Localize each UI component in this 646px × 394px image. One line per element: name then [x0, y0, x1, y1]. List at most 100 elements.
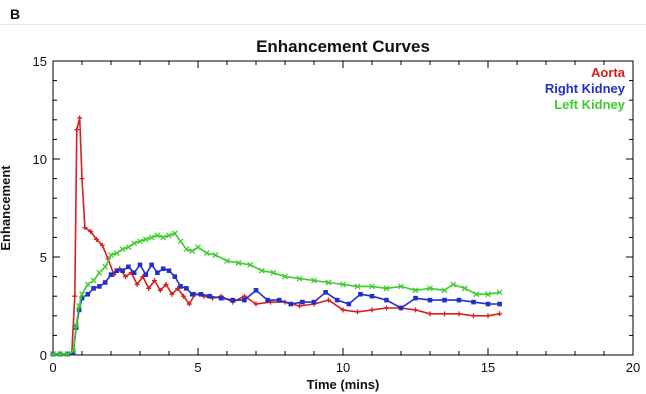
data-point-right-kidney	[456, 297, 462, 303]
x-axis-title: Time (mins)	[307, 377, 380, 392]
legend-entry-left-kidney: Left Kidney	[554, 97, 626, 112]
data-point-left-kidney	[90, 277, 97, 284]
data-point-aorta	[99, 242, 105, 248]
data-point-right-kidney	[346, 301, 352, 307]
data-point-left-kidney	[398, 283, 404, 290]
data-point-aorta	[157, 287, 163, 293]
legend-entry-right-kidney: Right Kidney	[545, 81, 626, 96]
chart-title: Enhancement Curves	[256, 37, 430, 56]
data-point-right-kidney	[384, 297, 389, 303]
data-point-left-kidney	[282, 273, 288, 280]
data-point-left-kidney	[142, 236, 149, 243]
data-point-aorta	[186, 301, 192, 307]
data-point-left-kidney	[119, 246, 126, 253]
data-point-right-kidney	[485, 301, 491, 307]
data-point-aorta	[169, 291, 175, 297]
data-point-right-kidney	[178, 284, 183, 289]
y-axis-title: Enhancement	[0, 165, 13, 251]
data-point-right-kidney	[471, 299, 476, 305]
data-point-right-kidney	[253, 288, 259, 293]
data-point-right-kidney	[120, 268, 125, 274]
data-point-left-kidney	[76, 303, 83, 309]
y-tick-label: 5	[40, 250, 47, 265]
data-point-left-kidney	[247, 261, 254, 268]
data-point-right-kidney	[172, 274, 178, 279]
data-point-left-kidney	[131, 240, 138, 247]
data-point-right-kidney	[265, 297, 270, 303]
x-tick-label: 15	[481, 360, 495, 375]
data-point-left-kidney	[84, 281, 91, 288]
data-point-left-kidney	[79, 291, 85, 298]
data-point-right-kidney	[242, 297, 247, 303]
data-point-right-kidney	[288, 301, 294, 307]
data-point-right-kidney	[358, 291, 363, 297]
data-point-right-kidney	[323, 289, 328, 295]
data-point-left-kidney	[325, 279, 332, 286]
data-point-left-kidney	[148, 234, 155, 241]
data-point-left-kidney	[473, 291, 480, 298]
data-point-left-kidney	[212, 252, 219, 258]
data-point-left-kidney	[195, 244, 201, 251]
data-point-right-kidney	[369, 293, 375, 299]
data-point-right-kidney	[71, 350, 76, 356]
data-point-left-kidney	[383, 285, 390, 292]
data-point-left-kidney	[160, 234, 167, 241]
data-point-right-kidney	[155, 270, 160, 275]
data-point-right-kidney	[160, 266, 166, 272]
data-point-left-kidney	[171, 230, 178, 237]
data-point-right-kidney	[114, 268, 120, 274]
data-point-left-kidney	[108, 252, 114, 258]
data-point-aorta	[413, 307, 418, 313]
data-point-aorta	[471, 313, 476, 319]
data-point-right-kidney	[108, 272, 114, 277]
data-point-right-kidney	[276, 297, 282, 303]
data-point-aorta	[340, 307, 346, 313]
data-point-aorta	[485, 313, 491, 319]
data-point-right-kidney	[413, 295, 418, 301]
data-point-left-kidney	[50, 351, 56, 357]
data-point-right-kidney	[189, 291, 195, 297]
data-point-right-kidney	[149, 262, 154, 268]
axis-ticks: 0 5 10 15 20 0 5 10 15	[33, 54, 641, 375]
data-point-left-kidney	[427, 285, 433, 292]
data-point-right-kidney	[137, 262, 143, 268]
data-point-right-kidney	[85, 291, 91, 297]
data-point-left-kidney	[166, 232, 172, 239]
data-point-left-kidney	[137, 238, 143, 245]
data-point-left-kidney	[125, 244, 132, 251]
data-point-aorta	[456, 311, 462, 317]
data-point-aorta	[94, 236, 99, 242]
data-point-aorta	[146, 285, 152, 291]
data-point-left-kidney	[113, 250, 120, 257]
data-point-aorta	[77, 115, 83, 121]
data-point-right-kidney	[131, 270, 137, 275]
data-point-aorta	[297, 303, 302, 309]
data-point-right-kidney	[184, 286, 189, 291]
data-point-left-kidney	[258, 267, 265, 274]
data-point-left-kidney	[64, 351, 71, 357]
data-point-right-kidney	[126, 264, 131, 270]
data-point-right-kidney	[97, 284, 102, 289]
data-point-aorta	[369, 307, 375, 313]
x-tick-label: 0	[49, 360, 56, 375]
x-tick-label: 5	[194, 360, 201, 375]
data-point-aorta	[74, 127, 80, 133]
data-point-left-kidney	[189, 248, 196, 255]
data-point-left-kidney	[485, 291, 491, 298]
data-point-aorta	[134, 281, 140, 287]
data-point-left-kidney	[296, 275, 303, 282]
data-point-left-kidney	[154, 232, 161, 239]
data-point-aorta	[88, 229, 94, 235]
data-point-left-kidney	[96, 269, 103, 276]
data-point-aorta	[82, 225, 88, 231]
data-point-aorta	[152, 278, 157, 284]
data-point-right-kidney	[79, 295, 85, 301]
data-point-left-kidney	[461, 285, 468, 292]
data-point-left-kidney	[369, 283, 375, 290]
data-point-right-kidney	[398, 305, 404, 311]
data-point-left-kidney	[57, 351, 64, 357]
data-point-left-kidney	[441, 287, 448, 294]
series-left-kidney	[50, 230, 503, 357]
data-point-left-kidney	[70, 348, 77, 355]
